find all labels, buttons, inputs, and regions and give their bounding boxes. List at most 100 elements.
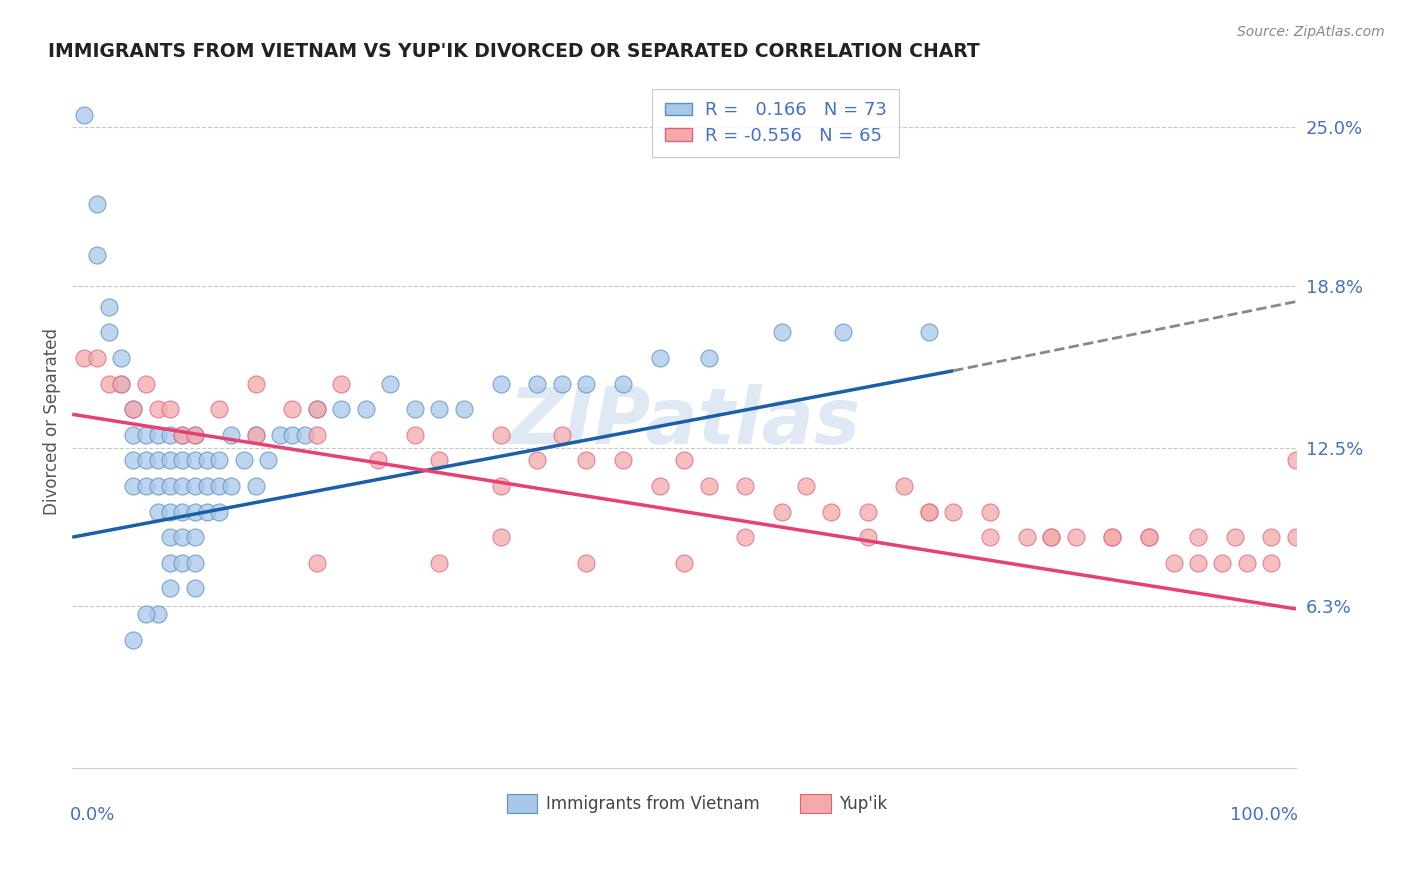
- Point: [427, 556, 450, 570]
- Text: Source: ZipAtlas.com: Source: ZipAtlas.com: [1237, 25, 1385, 39]
- Point: [86, 248, 108, 262]
- Text: IMMIGRANTS FROM VIETNAM VS YUP'IK DIVORCED OR SEPARATED CORRELATION CHART: IMMIGRANTS FROM VIETNAM VS YUP'IK DIVORC…: [48, 42, 980, 61]
- Point: [526, 453, 548, 467]
- Point: [135, 376, 157, 391]
- Point: [245, 376, 267, 391]
- Point: [673, 453, 696, 467]
- Point: [305, 427, 328, 442]
- Point: [1137, 530, 1160, 544]
- Point: [281, 402, 304, 417]
- Point: [146, 479, 169, 493]
- Point: [1236, 556, 1258, 570]
- Point: [159, 530, 181, 544]
- Point: [135, 479, 157, 493]
- Point: [380, 376, 402, 391]
- Point: [208, 402, 231, 417]
- Point: [269, 427, 291, 442]
- Point: [404, 427, 426, 442]
- Point: [146, 427, 169, 442]
- Point: [245, 479, 267, 493]
- Point: [183, 427, 205, 442]
- Point: [110, 376, 132, 391]
- Legend: R =   0.166   N = 73, R = -0.556   N = 65: R = 0.166 N = 73, R = -0.556 N = 65: [652, 88, 900, 157]
- Point: [734, 479, 756, 493]
- Point: [135, 427, 157, 442]
- Point: [856, 505, 879, 519]
- Point: [172, 479, 194, 493]
- Point: [832, 326, 855, 340]
- Text: ZIPatlas: ZIPatlas: [508, 384, 860, 460]
- Text: 100.0%: 100.0%: [1230, 805, 1298, 823]
- Point: [183, 556, 205, 570]
- Point: [232, 453, 254, 467]
- Point: [770, 505, 793, 519]
- Point: [1223, 530, 1246, 544]
- Point: [122, 632, 145, 647]
- Text: Yup'ik: Yup'ik: [839, 795, 887, 813]
- Text: 0.0%: 0.0%: [70, 805, 115, 823]
- Point: [86, 197, 108, 211]
- Point: [918, 326, 941, 340]
- Point: [820, 505, 842, 519]
- Point: [146, 505, 169, 519]
- Point: [1187, 530, 1209, 544]
- Point: [183, 427, 205, 442]
- Point: [648, 351, 671, 365]
- Point: [159, 505, 181, 519]
- Point: [979, 505, 1001, 519]
- Point: [489, 530, 512, 544]
- Point: [208, 479, 231, 493]
- Point: [734, 530, 756, 544]
- Point: [183, 479, 205, 493]
- Point: [575, 453, 598, 467]
- Point: [697, 351, 720, 365]
- Point: [183, 582, 205, 596]
- Point: [305, 556, 328, 570]
- Point: [612, 376, 634, 391]
- Point: [208, 505, 231, 519]
- Point: [86, 351, 108, 365]
- Point: [648, 479, 671, 493]
- Point: [245, 427, 267, 442]
- Y-axis label: Divorced or Separated: Divorced or Separated: [44, 328, 60, 516]
- Point: [172, 453, 194, 467]
- Point: [122, 479, 145, 493]
- Point: [110, 376, 132, 391]
- Point: [1187, 556, 1209, 570]
- Point: [330, 376, 353, 391]
- Point: [1260, 530, 1282, 544]
- Point: [97, 300, 120, 314]
- Point: [354, 402, 377, 417]
- Point: [195, 505, 218, 519]
- Point: [770, 326, 793, 340]
- Point: [146, 453, 169, 467]
- Point: [172, 427, 194, 442]
- Point: [172, 530, 194, 544]
- Point: [110, 351, 132, 365]
- Point: [796, 479, 818, 493]
- Point: [697, 479, 720, 493]
- FancyBboxPatch shape: [506, 794, 537, 814]
- Point: [979, 530, 1001, 544]
- Point: [551, 427, 574, 442]
- Point: [893, 479, 915, 493]
- Point: [281, 427, 304, 442]
- Point: [195, 453, 218, 467]
- Point: [183, 530, 205, 544]
- Point: [122, 427, 145, 442]
- Point: [221, 427, 243, 442]
- Point: [575, 556, 598, 570]
- Point: [122, 402, 145, 417]
- Point: [135, 607, 157, 621]
- Point: [427, 453, 450, 467]
- Point: [97, 326, 120, 340]
- Point: [404, 402, 426, 417]
- Point: [1064, 530, 1087, 544]
- Text: Immigrants from Vietnam: Immigrants from Vietnam: [546, 795, 759, 813]
- Point: [1211, 556, 1233, 570]
- Point: [73, 351, 96, 365]
- Point: [942, 505, 965, 519]
- Point: [146, 402, 169, 417]
- Point: [183, 453, 205, 467]
- Point: [918, 505, 941, 519]
